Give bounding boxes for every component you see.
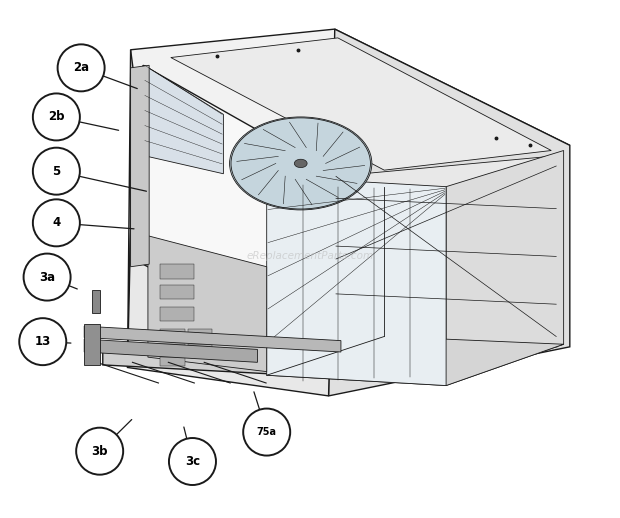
Text: 4: 4 (52, 217, 61, 229)
Polygon shape (103, 336, 564, 373)
Bar (161, 264, 194, 279)
Polygon shape (131, 65, 149, 267)
Polygon shape (128, 171, 335, 396)
Polygon shape (92, 290, 100, 313)
Polygon shape (84, 324, 100, 365)
Text: 3c: 3c (185, 455, 200, 468)
Text: 2a: 2a (73, 61, 89, 75)
Text: 2b: 2b (48, 110, 64, 123)
Polygon shape (143, 65, 335, 365)
Bar (161, 329, 185, 340)
Polygon shape (171, 38, 551, 170)
Ellipse shape (58, 45, 105, 91)
Polygon shape (144, 65, 223, 174)
Bar (161, 344, 185, 354)
Ellipse shape (76, 428, 123, 474)
Text: 3a: 3a (39, 270, 55, 283)
Ellipse shape (169, 438, 216, 485)
Polygon shape (84, 339, 257, 362)
Polygon shape (128, 50, 131, 367)
Ellipse shape (33, 199, 80, 247)
Text: 5: 5 (52, 165, 61, 178)
Text: 3b: 3b (91, 444, 108, 458)
Bar (187, 329, 212, 340)
Polygon shape (267, 176, 446, 385)
Text: eReplacementParts.com: eReplacementParts.com (246, 251, 374, 262)
Polygon shape (335, 156, 557, 367)
Polygon shape (446, 151, 564, 385)
Polygon shape (148, 236, 267, 371)
Ellipse shape (33, 93, 80, 140)
Text: 75a: 75a (257, 427, 277, 437)
Bar (161, 307, 194, 321)
Polygon shape (131, 29, 570, 192)
Ellipse shape (24, 254, 71, 300)
Ellipse shape (33, 148, 80, 195)
Text: 13: 13 (35, 335, 51, 348)
Polygon shape (329, 29, 570, 396)
Bar (161, 357, 185, 366)
Polygon shape (267, 337, 564, 385)
Ellipse shape (243, 409, 290, 455)
Ellipse shape (19, 318, 66, 365)
Ellipse shape (294, 159, 307, 168)
Bar (161, 285, 194, 299)
Ellipse shape (229, 117, 372, 210)
Polygon shape (84, 326, 341, 352)
Bar (187, 344, 212, 354)
